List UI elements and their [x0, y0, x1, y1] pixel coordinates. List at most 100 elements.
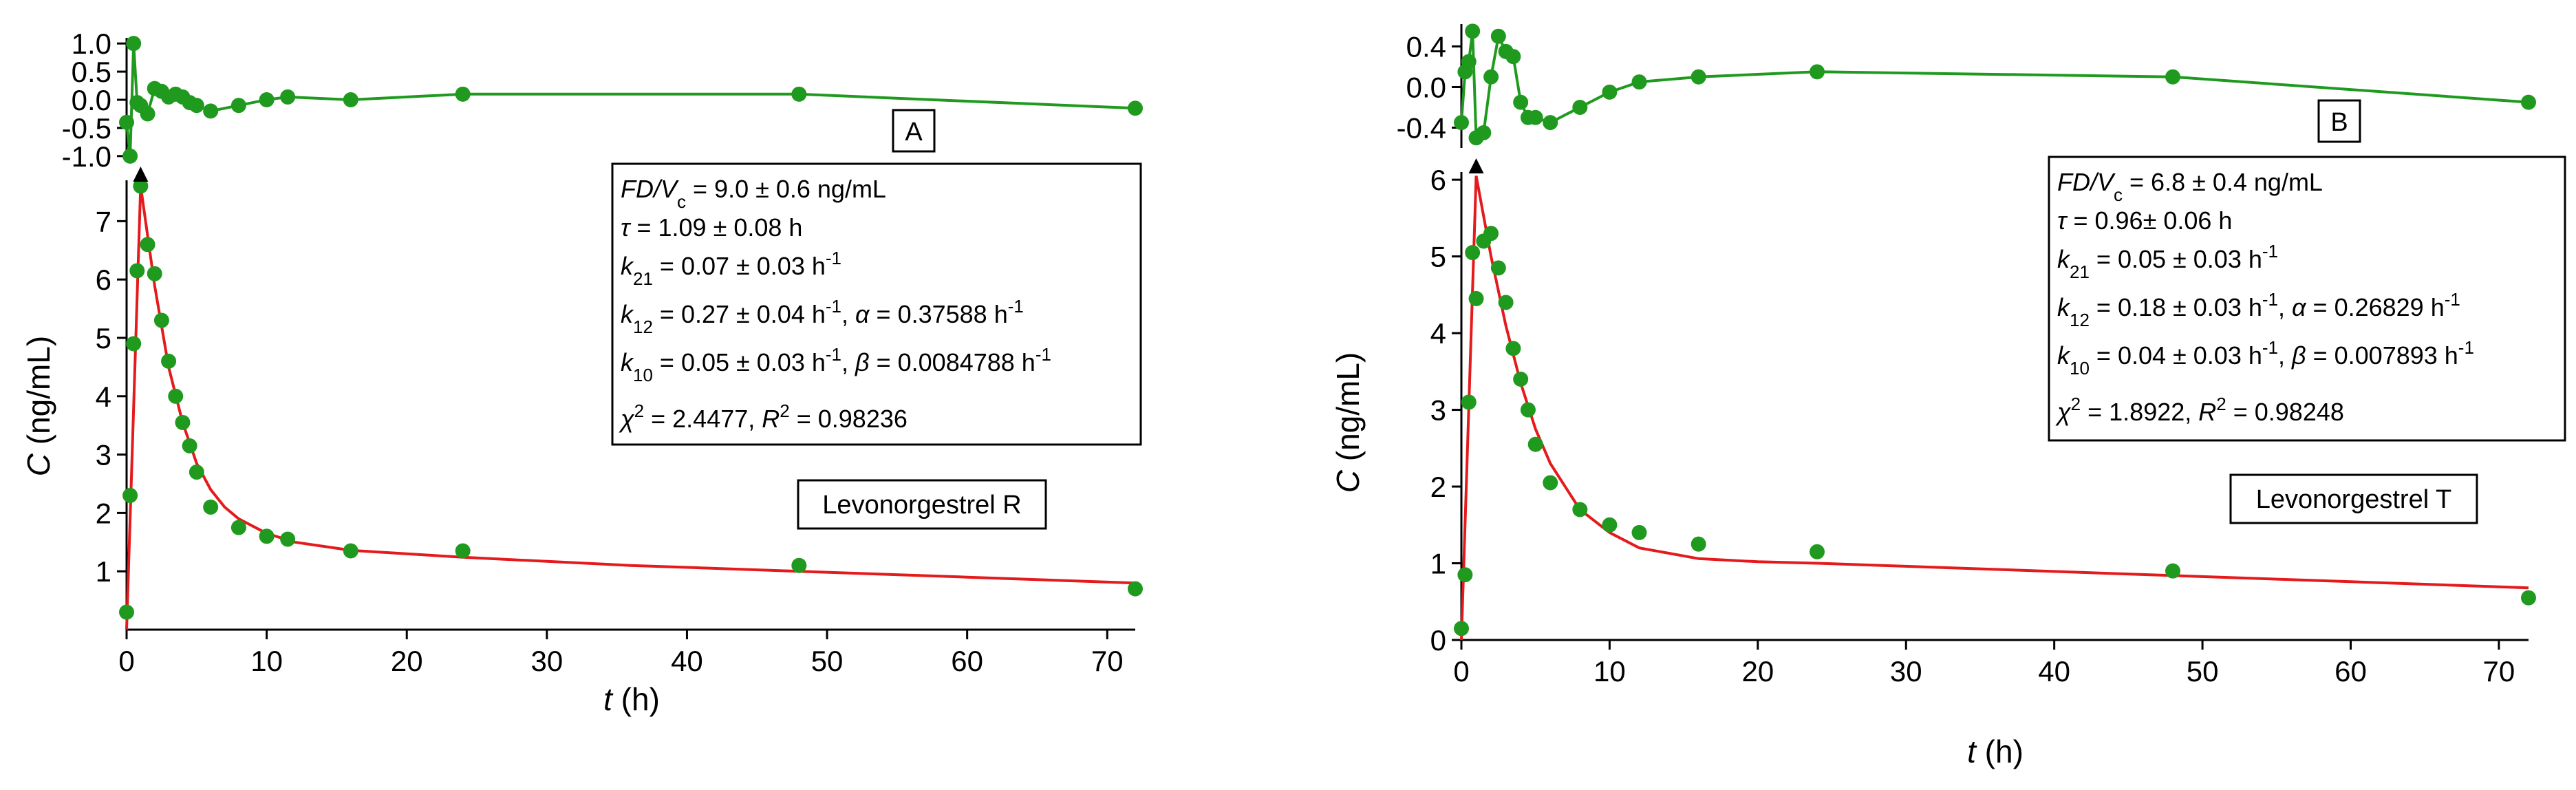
data-point — [1461, 394, 1477, 410]
series-label-box — [797, 479, 1047, 530]
residual-tick-label: -0.4 — [1397, 111, 1446, 144]
x-tick-label: 30 — [1890, 655, 1922, 687]
residual-point — [455, 86, 471, 102]
residual-tick-label: 0.5 — [72, 56, 111, 88]
data-point — [168, 388, 184, 404]
residual-point — [1505, 49, 1521, 65]
residual-point — [1690, 69, 1706, 85]
data-point — [1454, 621, 1469, 637]
panel-label-box — [892, 109, 936, 153]
residual-point — [1465, 23, 1481, 39]
y-axis-label: C (ng/mL) — [21, 336, 56, 477]
x-tick-label: 10 — [1593, 655, 1626, 687]
data-point — [455, 543, 471, 559]
x-tick-label: 50 — [811, 645, 844, 677]
residual-tick-label: 1.0 — [72, 28, 111, 60]
x-tick-label: 70 — [2483, 655, 2515, 687]
residual-point — [1810, 64, 1825, 80]
residual-point — [2165, 69, 2180, 85]
y-tick-label: 1 — [96, 555, 111, 588]
residual-line — [125, 43, 1136, 157]
y-tick-label: 5 — [96, 322, 111, 354]
data-point — [133, 178, 149, 194]
residual-point — [1461, 54, 1477, 70]
data-point — [1128, 581, 1143, 597]
residual-point — [791, 86, 807, 102]
param-tau: τ = 1.09 ± 0.08 h — [621, 213, 802, 242]
residual-tick-label: 0.0 — [72, 84, 111, 116]
residual-ticks: 0.4 0.0 -0.4 — [1397, 30, 1461, 144]
x-axis-unit: (h) — [612, 681, 660, 717]
residual-point — [1476, 125, 1492, 140]
residual-point — [119, 114, 134, 130]
y-tick-label: 5 — [1430, 241, 1446, 273]
data-point — [1465, 245, 1481, 261]
data-point — [119, 604, 134, 620]
residual-tick-label: 0.0 — [1406, 71, 1446, 103]
data-point — [126, 336, 142, 352]
residual-tick-label: -0.5 — [62, 112, 111, 145]
residual-point — [1454, 115, 1469, 131]
param-k21: k21 = 0.07 ± 0.03 h-1 — [621, 248, 841, 289]
peak-arrow-icon — [133, 167, 149, 182]
residual-point — [1128, 100, 1143, 116]
param-k12-alpha: k12 = 0.18 ± 0.03 h-1, α = 0.26829 h-1 — [2057, 289, 2460, 330]
data-point — [153, 312, 169, 328]
param-chi2-r2: χ2 = 2.4477, R2 = 0.98236 — [619, 401, 908, 433]
x-tick-label: 70 — [1091, 645, 1124, 677]
y-ticks: 1 2 3 4 5 6 7 — [96, 205, 127, 588]
y-axis-var: C — [21, 453, 56, 476]
data-point — [122, 487, 138, 503]
y-tick-label: 2 — [96, 497, 111, 529]
data-point — [1468, 290, 1484, 306]
residual-point — [259, 92, 275, 107]
y-tick-label: 0 — [1430, 624, 1446, 656]
y-tick-label: 1 — [1430, 548, 1446, 580]
residual-point — [1572, 99, 1588, 115]
data-point — [1498, 295, 1514, 310]
data-point — [2521, 590, 2536, 606]
series-label: Levonorgestrel R — [822, 491, 1021, 520]
main-plot-b: 0 1 2 3 4 5 6 0 10 20 30 40 50 60 70 — [1430, 158, 2536, 687]
residual-point — [280, 89, 296, 105]
data-point — [1483, 226, 1499, 242]
data-point — [147, 266, 162, 281]
y-axis-var: C — [1330, 469, 1366, 493]
residual-point — [203, 103, 219, 119]
data-point — [1505, 341, 1521, 356]
series-label-box — [2229, 473, 2478, 524]
y-axis-label: C (ng/mL) — [1330, 352, 1366, 493]
param-fdvc: FD/Vc = 6.8 ± 0.4 ng/mL — [2057, 168, 2323, 205]
param-fdvc: FD/Vc = 9.0 ± 0.6 ng/mL — [621, 175, 886, 212]
panel-label: B — [2330, 108, 2348, 137]
param-k21: k21 = 0.05 ± 0.03 h-1 — [2057, 241, 2278, 282]
residual-point — [126, 36, 142, 52]
data-point — [1490, 260, 1506, 276]
y-tick-label: 7 — [96, 205, 111, 237]
data-point — [1631, 524, 1647, 540]
residual-tick-label: 0.4 — [1406, 30, 1446, 63]
residual-point — [140, 106, 155, 122]
x-axis-var: t — [1967, 734, 1977, 769]
fit-params-box — [611, 162, 1142, 446]
data-point — [259, 529, 275, 544]
peak-arrow-icon — [1468, 158, 1484, 173]
x-tick-label: 0 — [1453, 655, 1469, 687]
panel-b: 0.4 0.0 -0.4 0 1 2 3 4 5 6 0 10 20 30 40 50 60 70 C (ng… — [1330, 23, 2566, 769]
observed-points — [1454, 226, 2536, 637]
residual-plot-b: 0.4 0.0 -0.4 — [1397, 23, 2536, 148]
data-point — [1513, 371, 1529, 387]
residual-point — [1543, 115, 1558, 131]
residual-ticks: 1.00.50.0-0.5-1.0 — [62, 28, 127, 173]
y-tick-label: 4 — [1430, 317, 1446, 350]
y-tick-label: 6 — [1430, 164, 1446, 196]
residual-point — [189, 98, 204, 114]
observed-points — [119, 178, 1143, 620]
panel-label-box — [2317, 99, 2361, 143]
x-ticks: 0 10 20 30 40 50 60 70 — [1453, 640, 2515, 687]
param-tau: τ = 0.96± 0.06 h — [2057, 206, 2232, 235]
data-point — [230, 520, 246, 535]
fit-curve — [125, 186, 1136, 630]
param-chi2-r2: χ2 = 1.8922, R2 = 0.98248 — [2055, 394, 2344, 426]
